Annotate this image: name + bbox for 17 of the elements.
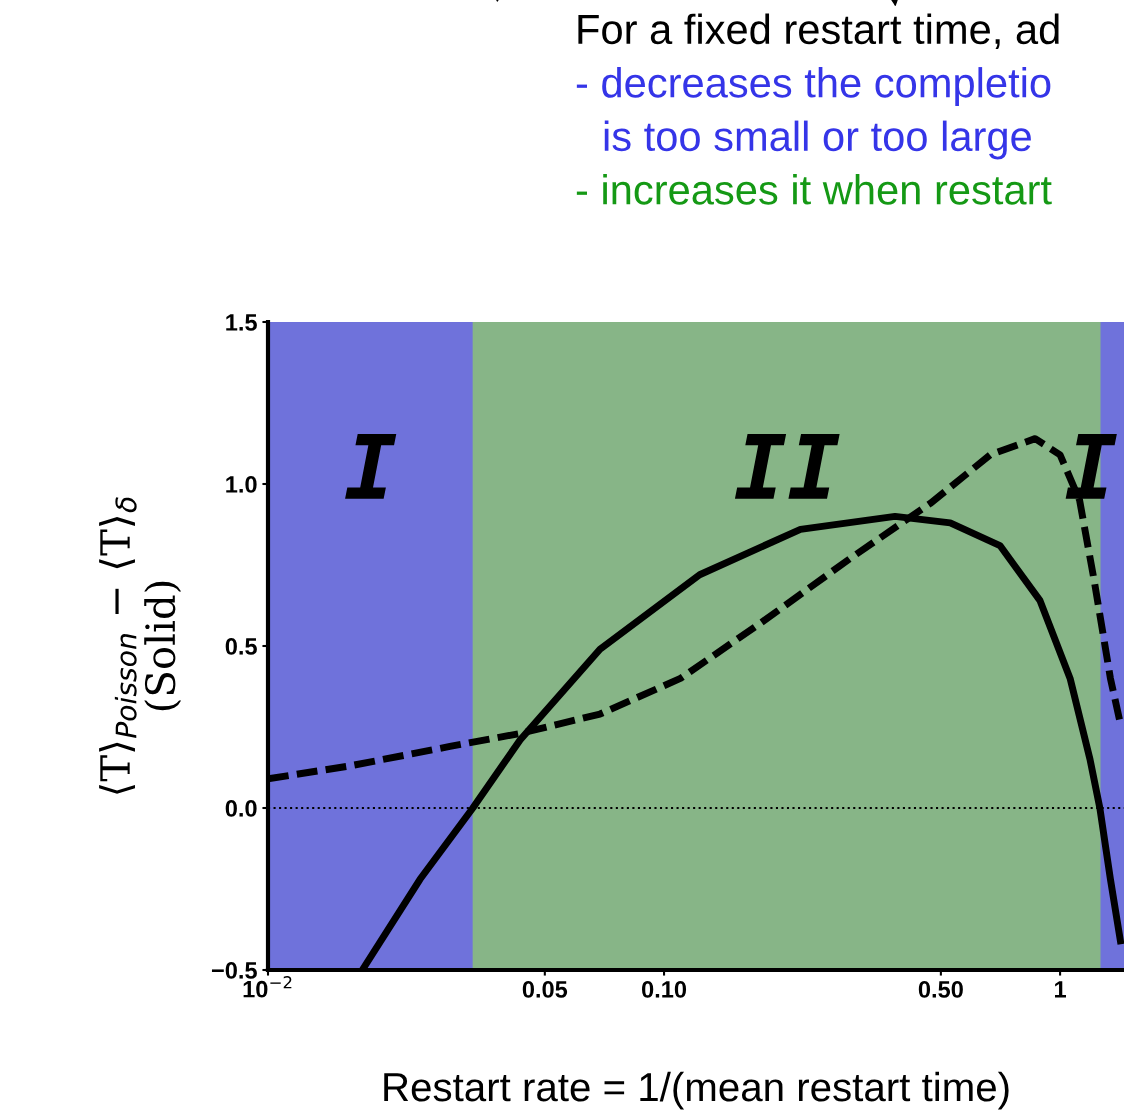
x-tick-label: 0.05: [522, 981, 568, 998]
y-tick-label: 1.5: [226, 314, 257, 331]
text: - decreases the completio: [576, 67, 1051, 106]
band-label: I: [1065, 434, 1117, 499]
y-tick-label: 0.5: [225, 638, 257, 655]
text: For a fixed restart time, ad: [578, 13, 1059, 50]
x-tick-label: 0.10: [642, 981, 687, 998]
y-tick-label: 0.0: [225, 800, 257, 817]
band-label: I: [345, 434, 397, 499]
text: - increases it when restart: [576, 174, 1052, 205]
text: ⟨T⟩$_{Poisson}$ − ⟨T⟩$_{δ}$ (Solid): [99, 497, 182, 794]
x-axis-title: Restart rate = 1/(mean restart time): [384, 1071, 1009, 1110]
text: is too small or too large: [604, 120, 1031, 160]
y-tick-label: 1.0: [226, 476, 257, 493]
x-tick-label: 0.50: [918, 981, 963, 998]
x-tick-label: 1: [1055, 981, 1066, 998]
band-label: II: [734, 434, 840, 499]
